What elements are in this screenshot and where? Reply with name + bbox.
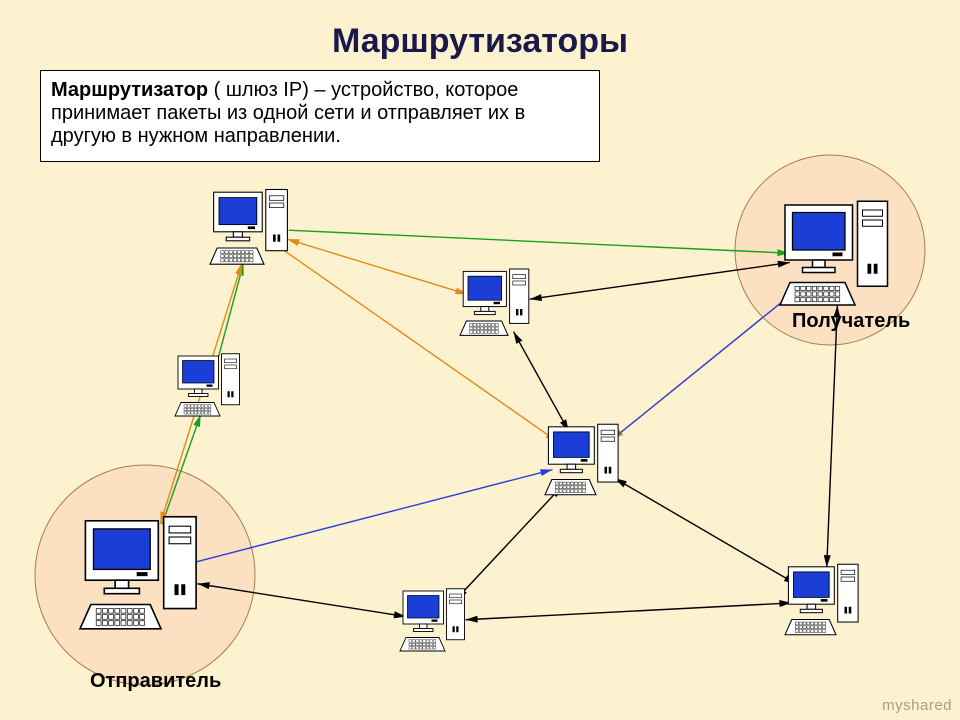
computer-icon	[785, 564, 858, 635]
sender-label: Отправитель	[90, 670, 221, 693]
watermark: myshared	[882, 697, 952, 714]
computer-icon	[400, 589, 465, 651]
computer-icon	[210, 190, 287, 265]
computer-icon	[460, 269, 529, 335]
network-diagram	[0, 0, 960, 720]
computer-icon	[175, 354, 240, 416]
computer-icon	[545, 424, 618, 495]
receiver-label: Получатель	[792, 310, 910, 333]
